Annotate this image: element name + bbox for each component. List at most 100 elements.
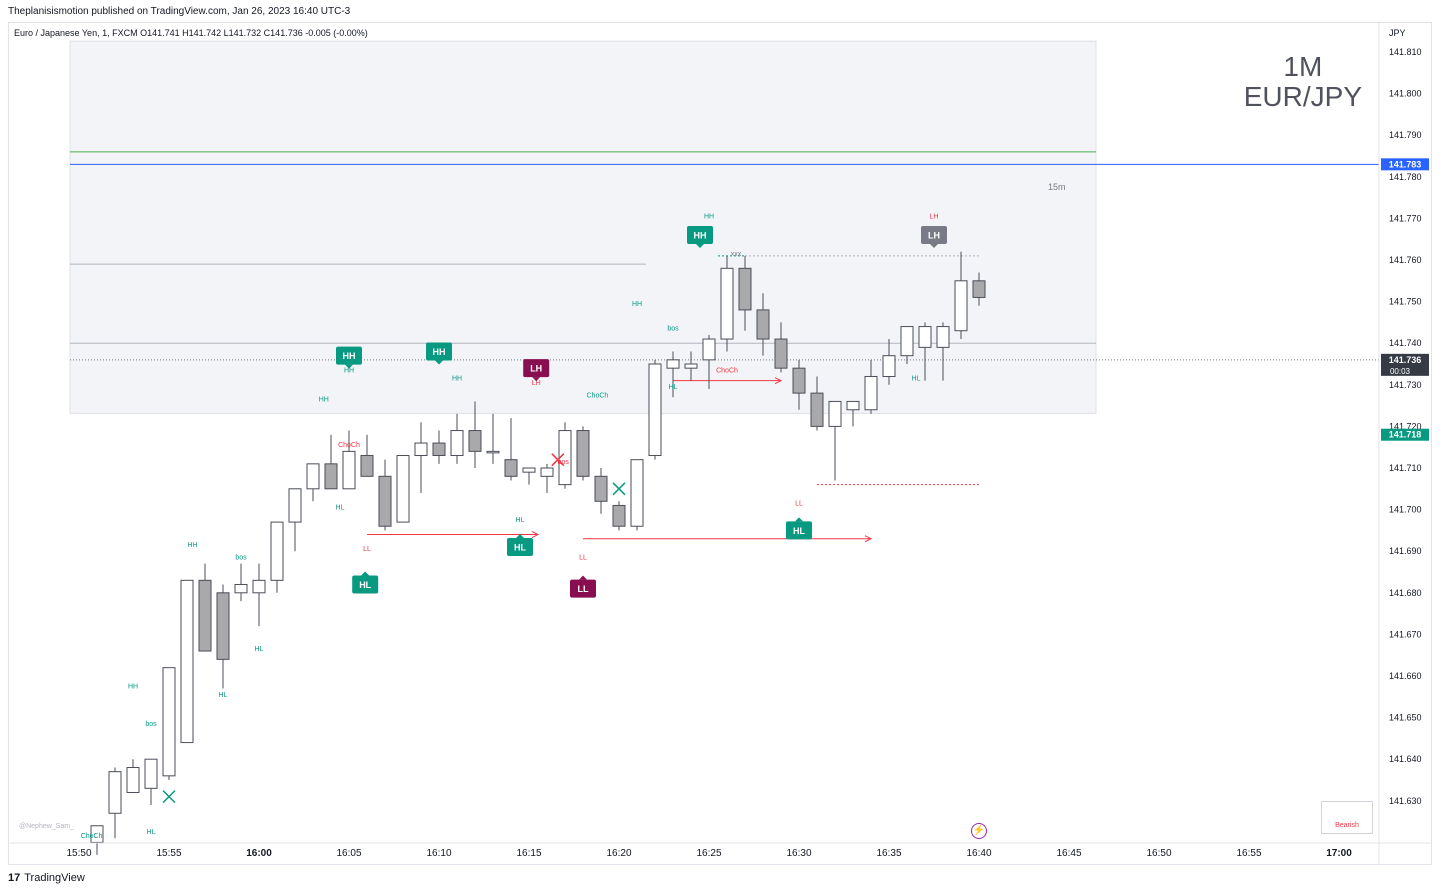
candle-up (288, 488, 302, 523)
x-tick-label: 16:00 (246, 848, 272, 859)
candle-up (918, 326, 932, 348)
swing-label: HH (632, 301, 642, 308)
y-tick-label: 141.790 (1389, 130, 1422, 140)
symbol-legend: Euro / Japanese Yen, 1, FXCM O141.741 H1… (14, 28, 368, 38)
structure-badge (570, 579, 596, 598)
price-tag-value: 141.783 (1389, 159, 1422, 169)
arrow-head (531, 531, 540, 539)
structure-badge (687, 226, 713, 245)
price-tag (1381, 353, 1429, 376)
line-label: bos (558, 459, 570, 466)
line-label: bos (667, 326, 679, 333)
structure-badge (426, 342, 452, 361)
badge-pointer (696, 244, 704, 249)
swing-label: HL (336, 505, 345, 512)
badge-text: LH (928, 231, 940, 241)
sentiment-label: Bearish (1335, 822, 1359, 829)
y-tick-label: 141.780 (1389, 172, 1422, 182)
candle-down (774, 338, 788, 369)
swing-label: HL (516, 517, 525, 524)
candle-down (324, 463, 338, 490)
candle-up (720, 267, 734, 340)
candle-up (108, 771, 122, 814)
candle-down (378, 475, 392, 527)
x-tick-label: 15:50 (66, 848, 91, 859)
structure-badge (921, 226, 947, 245)
x-tick-label: 16:05 (336, 848, 361, 859)
candle-up (864, 375, 878, 411)
candle-up (846, 400, 860, 411)
candle-up (702, 338, 716, 361)
x-tick-label: 16:50 (1146, 848, 1171, 859)
swing-label: HL (912, 376, 921, 383)
publisher-caption: Theplanisismotion published on TradingVi… (8, 6, 351, 17)
badge-pointer (345, 364, 353, 369)
candle-up (162, 667, 176, 777)
x-tick-label: 16:35 (876, 848, 901, 859)
cross-marker (162, 790, 176, 804)
x-tick-label: 16:45 (1056, 848, 1081, 859)
candle-up (882, 355, 896, 377)
swing-label: LH (532, 380, 541, 387)
line-label: ChoCh (587, 392, 609, 399)
candle-down (738, 267, 752, 311)
candle-down (468, 430, 482, 452)
candle-down (756, 309, 770, 340)
price-tag-value: 141.718 (1389, 430, 1422, 440)
candle-down (360, 455, 374, 477)
badge-text: HH (694, 231, 707, 241)
candle-up (540, 467, 554, 477)
badge-text: HL (514, 543, 526, 553)
candle-up (450, 430, 464, 457)
candle-up (936, 326, 950, 348)
line-label: bos (235, 555, 247, 562)
badge-text: LH (530, 364, 542, 374)
candle-down (198, 579, 212, 652)
bolt-icon[interactable]: ⚡ (971, 823, 987, 839)
x-tick-label: 16:10 (426, 848, 451, 859)
badge-pointer (532, 377, 541, 382)
candle-up (90, 825, 104, 843)
x-tick-label: 16:15 (516, 848, 541, 859)
arrow-head (864, 535, 873, 543)
candle-up (144, 758, 158, 789)
badge-text: HH (343, 351, 356, 361)
candle-up (234, 583, 248, 594)
y-tick-label: 141.730 (1389, 380, 1422, 390)
timeframe-label: 15m (1048, 182, 1066, 192)
price-tag (1381, 428, 1429, 441)
sentiment-box[interactable]: Bearish (1321, 801, 1373, 834)
swing-label: LL (363, 546, 371, 553)
y-tick-label: 141.810 (1389, 47, 1422, 57)
swing-label: LL (795, 500, 803, 507)
y-tick-label: 141.710 (1389, 463, 1422, 473)
y-tick-label: 141.680 (1389, 588, 1422, 598)
y-tick-label: 141.740 (1389, 338, 1422, 348)
price-tag-value: 141.736 (1389, 355, 1422, 365)
badge-pointer (930, 244, 938, 249)
x-tick-label: 16:20 (606, 848, 631, 859)
badge-text: HL (793, 526, 805, 536)
candle-up (522, 467, 536, 473)
cross-marker (612, 482, 626, 496)
candle-up (306, 463, 320, 490)
badge-text: HL (359, 580, 371, 590)
structure-badge (336, 346, 362, 365)
candle-up (252, 579, 266, 594)
indicator-credit: @Nephew_Sam_ (19, 823, 74, 830)
y-tick-label: 141.640 (1389, 754, 1422, 764)
price-tag-countdown: 00:03 (1390, 367, 1411, 376)
y-tick-label: 141.720 (1389, 421, 1422, 431)
swing-label: HH (452, 376, 462, 383)
structure-badge (507, 538, 533, 557)
candle-up (630, 459, 644, 527)
y-tick-label: 141.770 (1389, 213, 1422, 223)
candle-up (666, 359, 680, 369)
footer-brand[interactable]: 17 TradingView (8, 872, 85, 884)
line-label: bos (145, 721, 157, 728)
brand-name: TradingView (24, 872, 85, 884)
y-tick-label: 141.650 (1389, 713, 1422, 723)
candle-up (414, 442, 428, 457)
candle-up (828, 400, 842, 427)
